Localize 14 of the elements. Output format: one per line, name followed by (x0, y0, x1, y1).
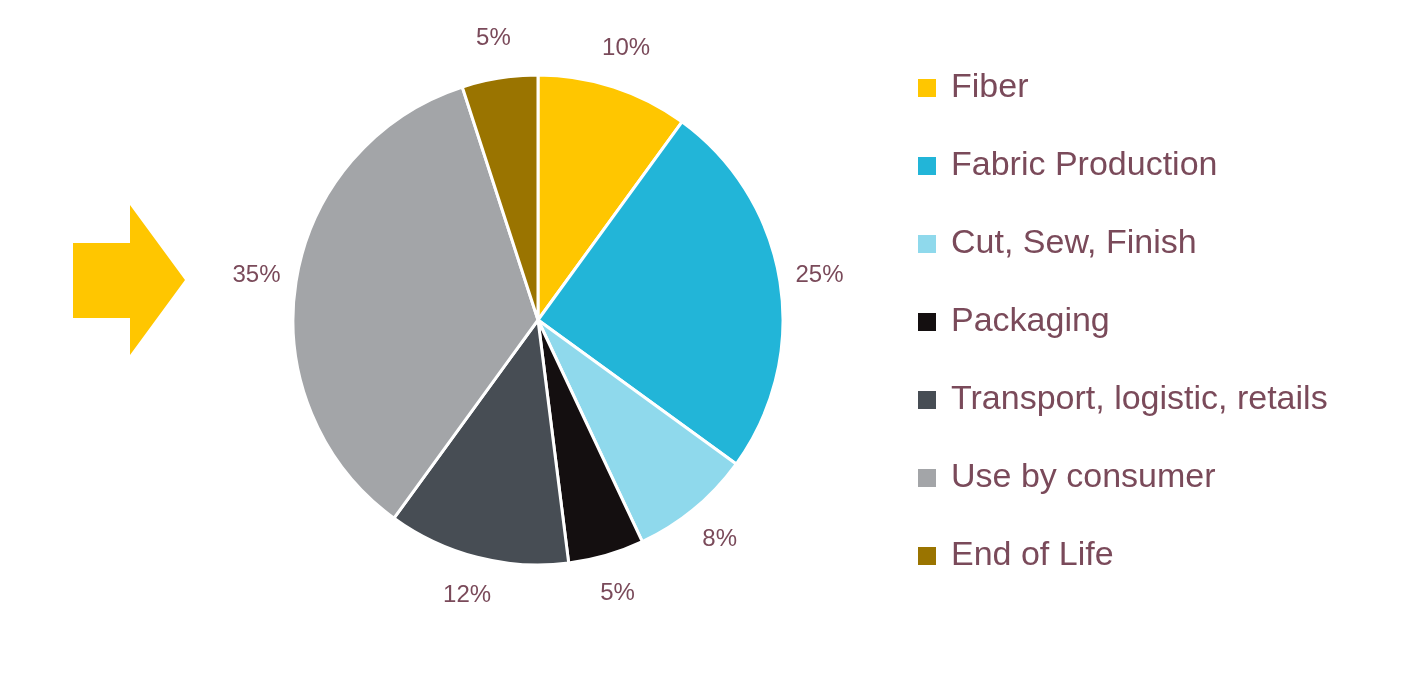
legend-label: Fiber (951, 65, 1029, 104)
data-label: 5% (476, 22, 511, 50)
legend-label: Packaging (951, 299, 1110, 338)
data-label: 12% (443, 580, 492, 608)
legend-label: Use by consumer (951, 455, 1216, 494)
data-label: 25% (795, 259, 844, 287)
data-label: 35% (232, 259, 281, 287)
data-label: 5% (600, 578, 635, 606)
legend-label: End of Life (951, 533, 1114, 572)
legend-label: Fabric Production (951, 143, 1218, 182)
legend-label: Cut, Sew, Finish (951, 221, 1197, 260)
data-label: 8% (702, 523, 738, 551)
data-label: 10% (602, 33, 651, 61)
legend-label: Transport, logistic, retails (951, 377, 1328, 416)
